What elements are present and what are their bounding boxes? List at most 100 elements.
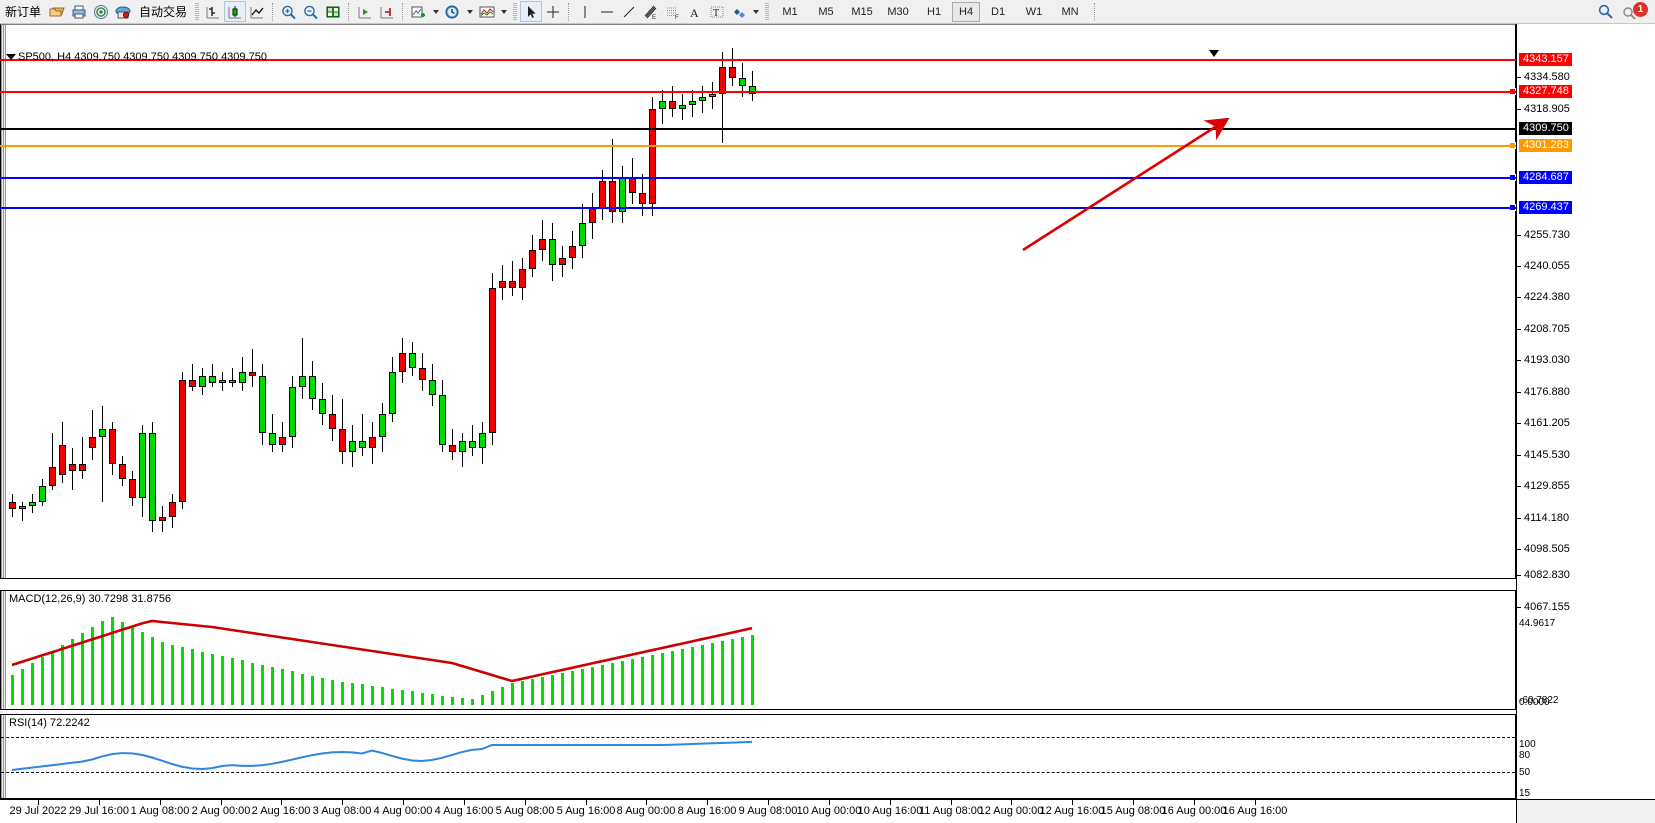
time-tick [829, 800, 830, 805]
candle-body [159, 516, 166, 521]
toolbar-grip[interactable] [765, 2, 770, 21]
chevron-down-icon[interactable] [433, 9, 440, 14]
candle [479, 421, 486, 464]
price-level-label[interactable]: 4284.687 [1519, 171, 1572, 184]
text-icon[interactable]: A [684, 1, 706, 22]
alert-icon[interactable] [1621, 3, 1639, 21]
macd-pane[interactable]: MACD(12,26,9) 30.7298 31.8756 [0, 590, 1516, 710]
timeframe-mn[interactable]: MN [1061, 5, 1079, 18]
price-level-label[interactable]: 4301.283 [1519, 139, 1572, 152]
candle-body [509, 280, 516, 289]
pane-resize-grip[interactable] [1, 591, 6, 709]
trendline-icon[interactable] [618, 1, 640, 22]
candlestick-chart-icon[interactable] [224, 1, 247, 22]
rsi-pane[interactable]: RSI(14) 72.2242 [0, 714, 1516, 799]
candle [569, 230, 576, 270]
candle [169, 494, 176, 529]
chart-collapse-arrow-icon[interactable] [6, 54, 16, 60]
zoom-out-icon[interactable] [300, 1, 322, 22]
text-label-icon[interactable]: T [706, 1, 728, 22]
candle [739, 63, 746, 98]
price-level-line[interactable] [0, 59, 1516, 61]
candle [259, 364, 266, 445]
timeframe-w1[interactable]: W1 [1025, 5, 1043, 18]
shift-end-icon[interactable] [376, 1, 398, 22]
macd-bar [51, 651, 54, 705]
crosshair-icon[interactable] [542, 1, 564, 22]
price-level-line[interactable] [0, 145, 1516, 147]
chart-area[interactable]: SP500, H4 4309.750 4309.750 4309.750 430… [0, 24, 1655, 823]
folder-icon[interactable] [46, 1, 68, 22]
time-axis-label: 10 Aug 16:00 [857, 805, 923, 817]
price-pane[interactable] [0, 24, 1516, 579]
timeframe-h1[interactable]: H1 [927, 5, 942, 18]
broadcast-icon[interactable] [90, 1, 112, 22]
time-axis[interactable]: 29 Jul 2022 29 Jul 16:00 1 Aug 08:00 2 Aug … [0, 799, 1516, 823]
autotrade-button[interactable]: 自动交易 [134, 1, 192, 23]
candle [89, 410, 96, 460]
timeframe-m5[interactable]: M5 [818, 5, 834, 18]
shift-start-icon[interactable] [354, 1, 376, 22]
timeframe-m1[interactable]: M1 [782, 5, 798, 18]
timeframe-m30[interactable]: M30 [887, 5, 909, 18]
chevron-down-icon[interactable] [753, 9, 760, 14]
time-tick [281, 800, 282, 805]
macd-bar [171, 645, 174, 705]
shapes-icon[interactable] [728, 1, 750, 22]
cursor-icon[interactable] [520, 1, 543, 22]
candle [299, 337, 306, 399]
timeframe-m15[interactable]: M15 [851, 5, 873, 18]
timeframe-d1[interactable]: D1 [991, 5, 1006, 18]
candle-body [199, 375, 206, 388]
bar-chart-icon[interactable] [202, 1, 224, 22]
price-axis[interactable]: 4334.580 4318.905 4255.730 4240.055 4224.380… [1516, 24, 1655, 799]
price-level-label[interactable]: 4309.750 [1519, 122, 1572, 135]
indicator-icon[interactable] [476, 1, 498, 22]
vertical-line-icon[interactable] [574, 1, 596, 22]
candle-body [699, 97, 706, 102]
chevron-down-icon[interactable] [501, 9, 508, 14]
price-level-line[interactable] [0, 177, 1516, 179]
candle-body [719, 66, 726, 94]
price-level-label[interactable]: 4327.748 [1519, 85, 1572, 98]
new-order-button[interactable]: 新订单 [0, 1, 46, 23]
toolbar-grip[interactable] [513, 2, 518, 21]
price-level-line[interactable] [0, 128, 1516, 130]
macd-bar [691, 647, 694, 705]
macd-bar [151, 637, 154, 705]
zoom-in-icon[interactable] [278, 1, 300, 22]
candle [59, 421, 66, 483]
clock-icon[interactable] [442, 1, 464, 22]
pane-resize-grip[interactable] [1, 715, 6, 798]
time-axis-label: 8 Aug 00:00 [616, 805, 676, 817]
price-level-line[interactable] [0, 207, 1516, 209]
time-axis-label: 9 Aug 08:00 [738, 805, 798, 817]
candle [709, 82, 716, 109]
candle-wick [232, 368, 233, 388]
search-icon[interactable] [1597, 3, 1615, 21]
candle-body [419, 368, 426, 380]
pane-resize-grip[interactable] [1, 25, 6, 578]
candle-body [609, 181, 616, 212]
chevron-down-icon[interactable] [467, 9, 474, 14]
template-icon[interactable] [408, 1, 430, 22]
line-chart-icon[interactable] [246, 1, 268, 22]
expert-advisor-icon[interactable] [112, 1, 134, 22]
toolbar-grip[interactable] [195, 2, 200, 21]
grid-icon[interactable] [322, 1, 344, 22]
horizontal-line-icon[interactable] [596, 1, 618, 22]
price-level-label[interactable]: 4269.437 [1519, 201, 1572, 214]
time-tick [342, 800, 343, 805]
macd-bar [31, 663, 34, 705]
candle-wick [302, 337, 303, 399]
price-level-line[interactable] [0, 91, 1516, 93]
fibonacci-icon[interactable]: F [662, 1, 684, 22]
equidistant-channel-icon[interactable]: E [640, 1, 662, 22]
timeframe-h4[interactable]: H4 [952, 1, 981, 22]
printer-icon[interactable] [68, 1, 90, 22]
candle [679, 93, 686, 121]
notification-badge[interactable]: 1 [1633, 2, 1648, 17]
price-level-label[interactable]: 4343.157 [1519, 53, 1572, 66]
candle [499, 265, 506, 300]
time-axis-label: 12 Aug 16:00 [1039, 805, 1105, 817]
